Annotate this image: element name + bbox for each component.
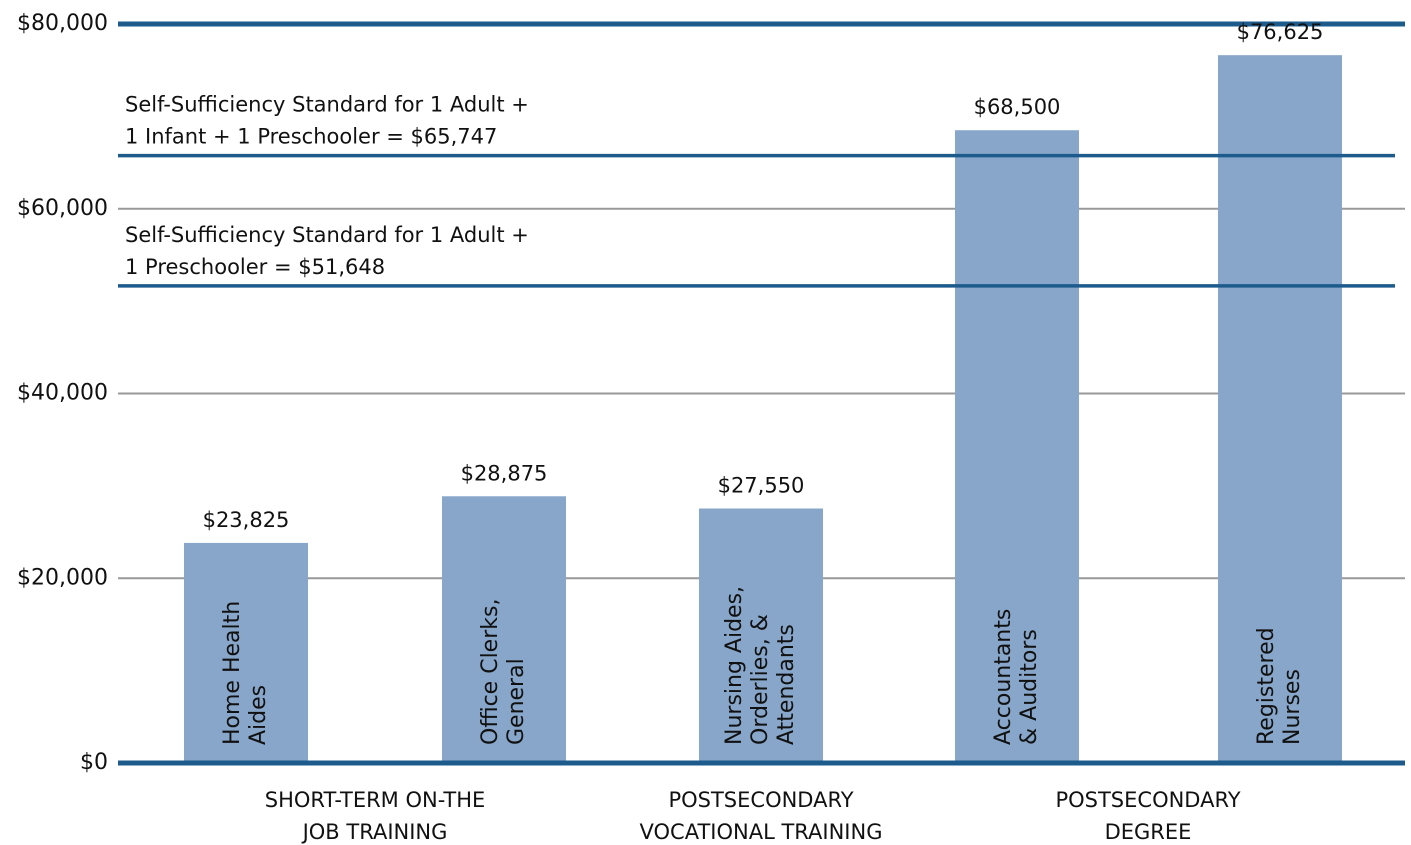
group-label: POSTSECONDARY xyxy=(1055,788,1240,812)
bar xyxy=(1218,55,1342,763)
category-label: Registered xyxy=(1254,627,1279,745)
y-tick-label: $20,000 xyxy=(17,565,108,590)
value-label: $28,875 xyxy=(461,461,548,485)
y-tick-label: $80,000 xyxy=(17,11,108,36)
bar xyxy=(955,130,1079,763)
reference-label: 1 Preschooler = $51,648 xyxy=(125,255,385,279)
reference-label: Self-Sufficiency Standard for 1 Adult + xyxy=(125,93,529,117)
category-label: Home Health xyxy=(220,601,245,745)
value-label: $27,550 xyxy=(718,474,805,498)
bar xyxy=(184,542,308,763)
bar xyxy=(442,496,566,763)
category-label: Office Clerks, xyxy=(478,599,503,745)
reference-label: Self-Sufficiency Standard for 1 Adult + xyxy=(125,223,529,247)
group-label: VOCATIONAL TRAINING xyxy=(640,820,883,844)
value-label: $76,625 xyxy=(1237,20,1324,44)
group-label: DEGREE xyxy=(1105,820,1192,844)
category-label: Nursing Aides, xyxy=(722,586,747,745)
category-label: Accountants xyxy=(991,609,1016,745)
y-tick-label: $60,000 xyxy=(17,196,108,221)
group-label: JOB TRAINING xyxy=(301,820,448,844)
y-tick-label: $0 xyxy=(80,750,108,775)
value-label: $68,500 xyxy=(974,95,1061,119)
category-label: Nurses xyxy=(1280,669,1305,745)
category-label: & Auditors xyxy=(1017,629,1042,745)
reference-label: 1 Infant + 1 Preschooler = $65,747 xyxy=(125,125,497,149)
category-label: Orderlies, & xyxy=(748,614,773,745)
group-label: SHORT-TERM ON-THE xyxy=(265,788,486,812)
category-label: General xyxy=(504,658,529,745)
category-label: Attendants xyxy=(774,624,799,745)
y-tick-label: $40,000 xyxy=(17,381,108,406)
category-label: Aides xyxy=(246,685,271,745)
value-label: $23,825 xyxy=(203,508,290,532)
bar xyxy=(699,508,823,763)
group-label: POSTSECONDARY xyxy=(668,788,853,812)
